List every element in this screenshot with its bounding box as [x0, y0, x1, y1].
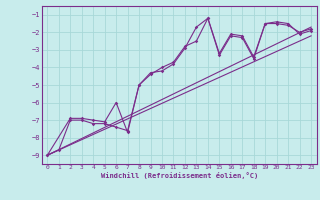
X-axis label: Windchill (Refroidissement éolien,°C): Windchill (Refroidissement éolien,°C) — [100, 172, 258, 179]
